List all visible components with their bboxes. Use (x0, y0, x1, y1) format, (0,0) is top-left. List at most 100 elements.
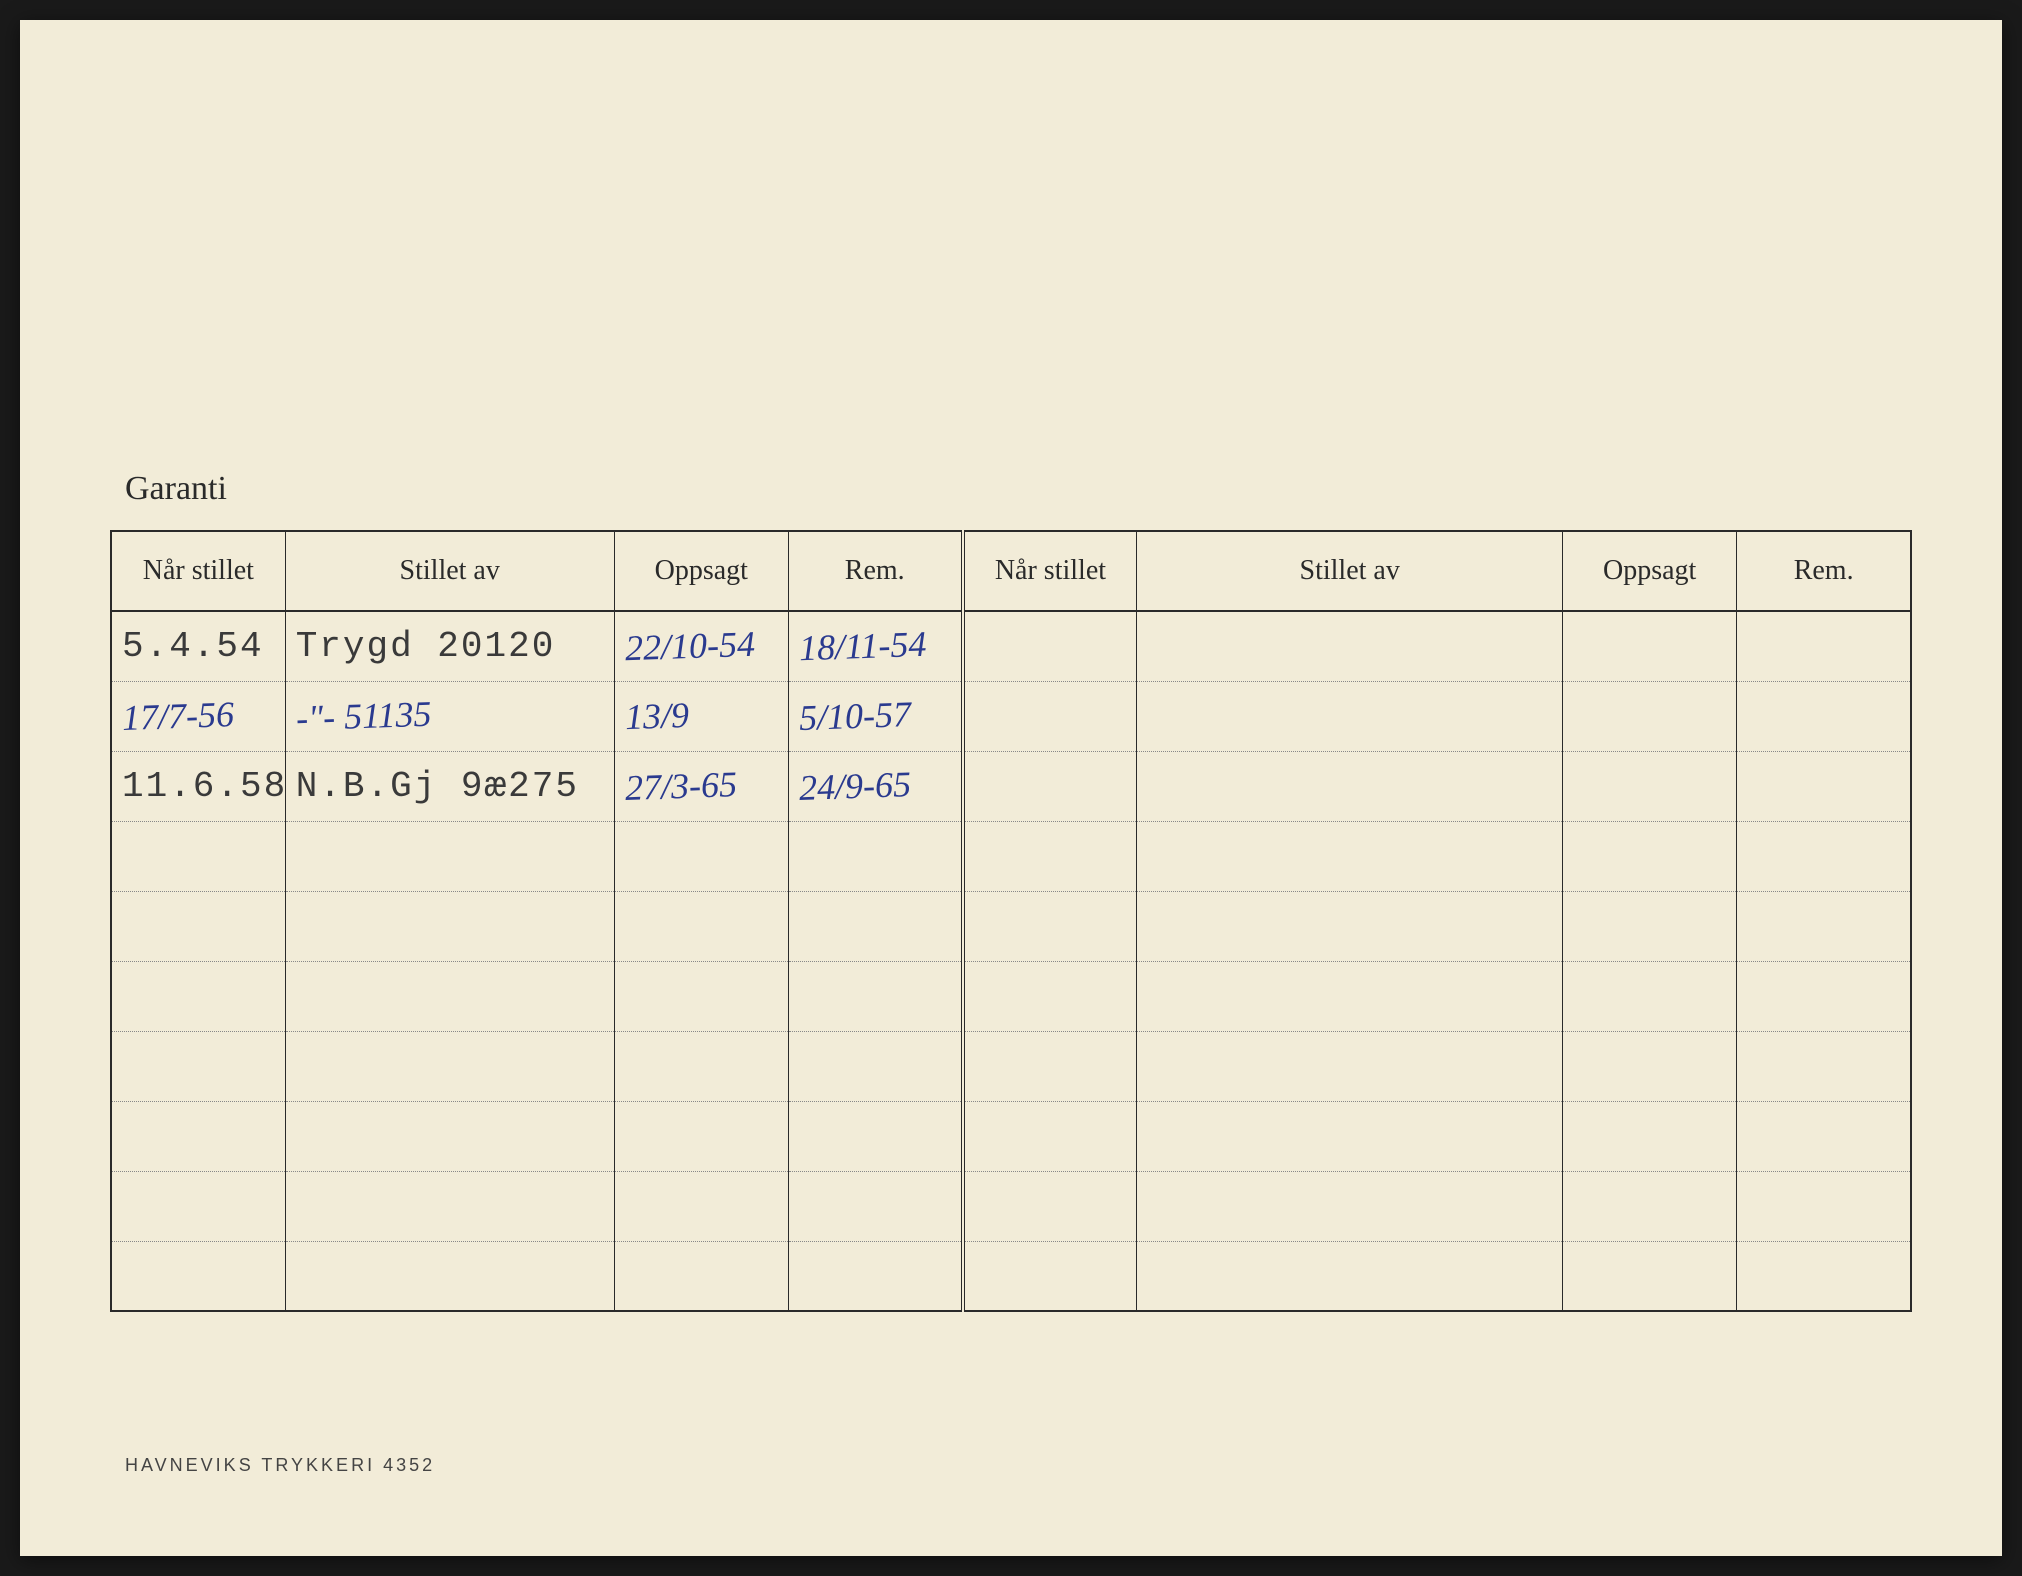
table-cell (1563, 961, 1737, 1031)
table-cell (614, 1241, 788, 1311)
table-cell (285, 891, 614, 961)
garanti-table: Når stillet Stillet av Oppsagt Rem. Når … (110, 530, 1912, 1312)
col-header-stillet-av-2: Stillet av (1137, 531, 1563, 611)
col-header-rem-2: Rem. (1737, 531, 1911, 611)
table-cell (285, 821, 614, 891)
table-cell (788, 821, 962, 891)
table-cell (963, 751, 1137, 821)
table-cell (963, 611, 1137, 681)
handwritten-text: 22/10-54 (624, 623, 755, 670)
table-cell: 11.6.58 (111, 751, 285, 821)
table-cell (1137, 1031, 1563, 1101)
col-header-rem-1: Rem. (788, 531, 962, 611)
table-cell (111, 1031, 285, 1101)
handwritten-text: 27/3-65 (624, 763, 737, 809)
table-cell: N.B.Gj 9æ275 (285, 751, 614, 821)
table-cell (1137, 681, 1563, 751)
table-cell (1563, 1031, 1737, 1101)
table-cell (1563, 1101, 1737, 1171)
table-cell (1563, 891, 1737, 961)
table-cell (614, 961, 788, 1031)
table-cell: 27/3-65 (614, 751, 788, 821)
table-cell (788, 961, 962, 1031)
handwritten-text: -"- 51135 (295, 693, 432, 740)
table-cell (614, 1031, 788, 1101)
table-row (111, 1101, 1911, 1171)
table-cell (111, 1101, 285, 1171)
handwritten-text: 5/10-57 (798, 693, 911, 739)
table-row: 5.4.54 Trygd 20120 22/10-54 18/11-54 (111, 611, 1911, 681)
col-header-nar-stillet-2: Når stillet (963, 531, 1137, 611)
typed-text: 11.6.58 (122, 766, 287, 807)
table-cell (963, 681, 1137, 751)
col-header-oppsagt-1: Oppsagt (614, 531, 788, 611)
table-row: 17/7-56-"- 51135 13/9 5/10-57 (111, 681, 1911, 751)
table-cell (285, 1101, 614, 1171)
col-header-oppsagt-2: Oppsagt (1563, 531, 1737, 611)
table-cell (1737, 681, 1911, 751)
col-header-nar-stillet-1: Når stillet (111, 531, 285, 611)
table-cell (963, 1101, 1137, 1171)
table-cell (614, 891, 788, 961)
table-cell (788, 1031, 962, 1101)
table-cell (614, 1171, 788, 1241)
table-cell (1737, 1171, 1911, 1241)
table-cell: -"- 51135 (285, 681, 614, 751)
table-row (111, 891, 1911, 961)
table-cell (111, 961, 285, 1031)
table-cell (1563, 681, 1737, 751)
table-cell: 22/10-54 (614, 611, 788, 681)
table-cell (1737, 1031, 1911, 1101)
table-cell (1137, 891, 1563, 961)
table-cell (963, 961, 1137, 1031)
table-cell (788, 891, 962, 961)
table-cell (1137, 611, 1563, 681)
handwritten-text: 18/11-54 (798, 623, 927, 669)
table-cell (1563, 751, 1737, 821)
table-cell (1737, 821, 1911, 891)
table-cell (1563, 1241, 1737, 1311)
typed-text: 5.4.54 (122, 626, 264, 667)
table-cell (614, 1101, 788, 1171)
printer-footer: HAVNEVIKS TRYKKERI 4352 (125, 1455, 435, 1476)
table-cell: 5/10-57 (788, 681, 962, 751)
table-cell (111, 1241, 285, 1311)
table-cell (788, 1241, 962, 1311)
table-cell (285, 1241, 614, 1311)
table-cell (111, 891, 285, 961)
table-cell (285, 1171, 614, 1241)
table-cell: 5.4.54 (111, 611, 285, 681)
table-row (111, 1241, 1911, 1311)
table-cell (111, 1171, 285, 1241)
table-cell (963, 1031, 1137, 1101)
table-cell (963, 1171, 1137, 1241)
table-cell (1137, 821, 1563, 891)
table-cell (285, 961, 614, 1031)
table-cell (1563, 611, 1737, 681)
typed-text: Trygd 20120 (296, 626, 556, 667)
record-card: Garanti Når stillet Stillet av Oppsagt R… (20, 20, 2002, 1556)
table-cell (1737, 1101, 1911, 1171)
table-cell: 18/11-54 (788, 611, 962, 681)
table-cell (963, 891, 1137, 961)
table-body: 5.4.54 Trygd 20120 22/10-54 18/11-54 17/7-56… (111, 611, 1911, 1311)
table-row (111, 961, 1911, 1031)
table-cell (111, 821, 285, 891)
table-cell: Trygd 20120 (285, 611, 614, 681)
handwritten-text: 13/9 (624, 694, 689, 738)
typed-text: N.B.Gj 9æ275 (296, 766, 579, 807)
table-row: 11.6.58N.B.Gj 9æ275 27/3-65 24/9-65 (111, 751, 1911, 821)
table-cell (788, 1171, 962, 1241)
col-header-stillet-av-1: Stillet av (285, 531, 614, 611)
table-cell: 13/9 (614, 681, 788, 751)
table-cell (1563, 821, 1737, 891)
table-cell (614, 821, 788, 891)
handwritten-text: 24/9-65 (798, 763, 911, 809)
table-cell (1137, 751, 1563, 821)
table-row (111, 1031, 1911, 1101)
table-cell (1737, 611, 1911, 681)
table-cell: 17/7-56 (111, 681, 285, 751)
table-cell (1137, 961, 1563, 1031)
table-cell (1737, 961, 1911, 1031)
table-cell (1137, 1171, 1563, 1241)
